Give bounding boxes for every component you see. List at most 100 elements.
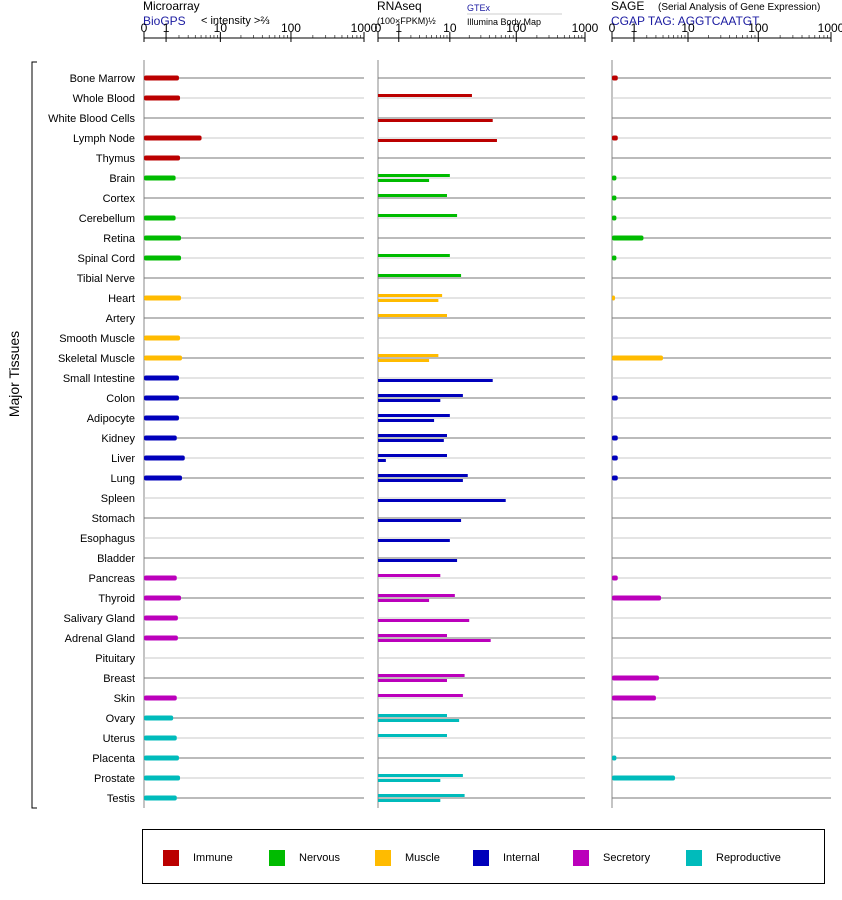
tissue-label: Thyroid bbox=[98, 593, 135, 605]
tissue-label: Liver bbox=[111, 453, 135, 465]
rnaseq-gtex-bar bbox=[378, 774, 463, 777]
sage-bar bbox=[612, 675, 659, 681]
rnaseq-tick-label: 1 bbox=[395, 21, 402, 35]
bars-layer bbox=[144, 75, 676, 802]
rnaseq-ibm-bar bbox=[378, 479, 463, 482]
rnaseq-ibm-bar bbox=[378, 619, 470, 622]
rnaseq-tick-label: 1000 bbox=[572, 21, 599, 35]
sage-tick-label: 0 bbox=[609, 21, 616, 35]
rnaseq-gtex-bar bbox=[378, 434, 447, 437]
sage-title: SAGE bbox=[611, 0, 644, 13]
rnaseq-title: RNAseq bbox=[377, 0, 422, 13]
sage-bar bbox=[612, 135, 618, 141]
rnaseq-gtex-bar bbox=[378, 634, 447, 637]
tissue-label: Lymph Node bbox=[73, 133, 135, 145]
rnaseq-gtex-bar bbox=[378, 474, 468, 477]
sage-bar bbox=[612, 455, 618, 461]
microarray-bar bbox=[144, 395, 179, 401]
rnaseq-gtex-bar bbox=[378, 714, 447, 717]
sage-tick-label: 10 bbox=[681, 21, 695, 35]
rnaseq-ibm-bar bbox=[378, 799, 441, 802]
rnaseq-gtex-bar bbox=[378, 674, 465, 677]
microarray-bar bbox=[144, 755, 179, 761]
rnaseq-ibm-bar bbox=[378, 599, 430, 602]
legend-item-reproductive: Reproductive bbox=[686, 850, 781, 866]
sage-bar bbox=[612, 75, 618, 81]
sage-bar bbox=[612, 755, 617, 761]
legend-label: Secretory bbox=[603, 852, 651, 864]
rnaseq-ibm-bar bbox=[378, 359, 430, 362]
microarray-bar bbox=[144, 635, 178, 641]
legend-swatch bbox=[686, 850, 702, 866]
sage-bar bbox=[612, 775, 676, 781]
microarray-bar bbox=[144, 235, 182, 241]
rnaseq-ibm-bar bbox=[378, 459, 386, 462]
tissue-label: Brain bbox=[109, 173, 135, 185]
microarray-tick-label: 10 bbox=[214, 21, 228, 35]
microarray-bar bbox=[144, 135, 202, 141]
sage-bar bbox=[612, 595, 662, 601]
rnaseq-gtex-bar bbox=[378, 354, 439, 357]
microarray-measure: < intensity >⅔ bbox=[201, 15, 270, 27]
rnaseq-gtex-bar bbox=[378, 734, 447, 737]
sage-tag: CGAP TAG: AGGTCAATGT bbox=[611, 14, 760, 28]
tissue-label: Bone Marrow bbox=[70, 73, 135, 85]
microarray-bar bbox=[144, 475, 183, 481]
y-axis-label: Major Tissues bbox=[6, 331, 22, 417]
rnaseq-source-illumina: Illumina Body Map bbox=[467, 17, 541, 27]
microarray-bar bbox=[144, 175, 176, 181]
microarray-bar bbox=[144, 375, 179, 381]
sage-tick-label: 100 bbox=[748, 21, 768, 35]
tissue-label: Spinal Cord bbox=[78, 253, 135, 265]
tissue-expression-chart: Microarray BioGPS < intensity >⅔ RNAseq … bbox=[6, 0, 842, 809]
microarray-tick-label: 0 bbox=[141, 21, 148, 35]
rnaseq-ibm-bar bbox=[378, 439, 444, 442]
microarray-bar bbox=[144, 595, 182, 601]
tissue-label: Pituitary bbox=[95, 653, 135, 665]
legend-label: Muscle bbox=[405, 852, 440, 864]
tissue-label: Testis bbox=[107, 793, 136, 805]
legend-item-internal: Internal bbox=[473, 850, 540, 866]
tissue-label: Cortex bbox=[103, 193, 136, 205]
rnaseq-ibm-bar bbox=[378, 139, 497, 142]
legend-swatch bbox=[573, 850, 589, 866]
rnaseq-ibm-bar bbox=[378, 419, 435, 422]
rnaseq-ibm-bar bbox=[378, 119, 493, 122]
tissue-label: Heart bbox=[108, 293, 135, 305]
legend-swatch bbox=[269, 850, 285, 866]
tissue-label: Adrenal Gland bbox=[65, 633, 135, 645]
sage-bar bbox=[612, 695, 656, 701]
tissue-label: Uterus bbox=[103, 733, 136, 745]
microarray-bar bbox=[144, 415, 179, 421]
microarray-bar bbox=[144, 695, 177, 701]
tissue-label: Retina bbox=[103, 233, 136, 245]
rnaseq-source-gtex: GTEx bbox=[467, 3, 491, 13]
rnaseq-ibm-bar bbox=[378, 379, 493, 382]
rnaseq-ibm-bar bbox=[378, 399, 441, 402]
rnaseq-gtex-bar bbox=[378, 294, 443, 297]
microarray-bar bbox=[144, 95, 181, 101]
legend-label: Reproductive bbox=[716, 852, 781, 864]
rnaseq-gtex-bar bbox=[378, 254, 450, 257]
rnaseq-gtex-bar bbox=[378, 794, 465, 797]
microarray-bar bbox=[144, 295, 182, 301]
rnaseq-gtex-bar bbox=[378, 214, 458, 217]
rnaseq-gtex-bar bbox=[378, 574, 441, 577]
legend-label: Immune bbox=[193, 852, 233, 864]
rnaseq-ibm-bar bbox=[378, 179, 430, 182]
microarray-bar bbox=[144, 155, 181, 161]
legend-swatch bbox=[473, 850, 489, 866]
sage-bar bbox=[612, 575, 618, 581]
rnaseq-ibm-bar bbox=[378, 499, 506, 502]
tissue-label: Tibial Nerve bbox=[77, 273, 135, 285]
sage-bar bbox=[612, 255, 617, 261]
legend-label: Nervous bbox=[299, 852, 340, 864]
sage-subtitle: (Serial Analysis of Gene Expression) bbox=[658, 2, 820, 13]
sage-bar bbox=[612, 435, 618, 441]
microarray-bar bbox=[144, 435, 177, 441]
microarray-bar bbox=[144, 335, 181, 341]
microarray-bar bbox=[144, 215, 176, 221]
legend-item-secretory: Secretory bbox=[573, 850, 650, 866]
microarray-bar bbox=[144, 795, 177, 801]
microarray-bar bbox=[144, 735, 177, 741]
